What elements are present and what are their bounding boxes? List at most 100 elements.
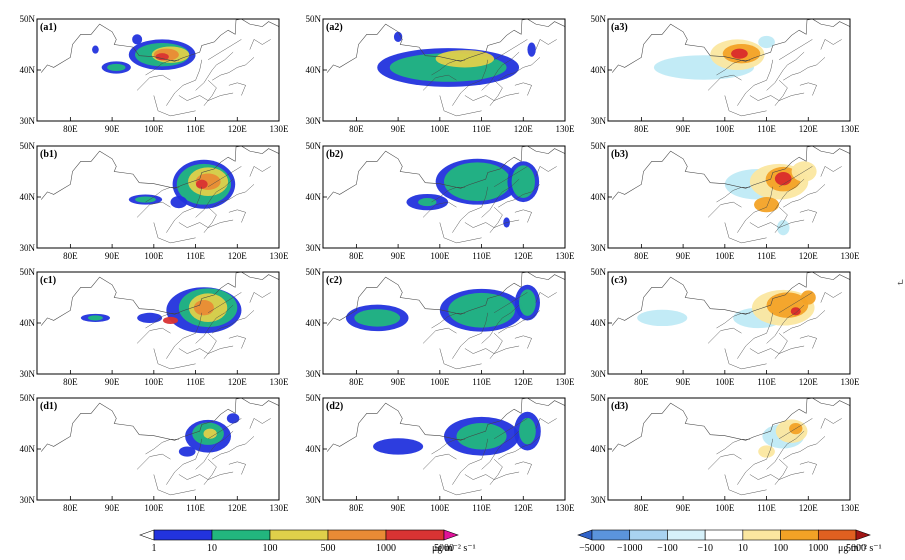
- map-panels-grid: (a1) 80E 90E 100E 110E 120E 130E 30N 40N 50N (a2) 8…: [20, 14, 861, 513]
- map-panel: (a1) 80E 90E 100E 110E 120E 130E 30N 40N 50N: [20, 14, 290, 134]
- y-tick-label: 50N: [591, 267, 607, 277]
- field-layer: [178, 413, 240, 457]
- colorbar-unit: μg m⁻² s⁻¹: [432, 543, 476, 554]
- boundary-lines: [40, 19, 279, 117]
- field-patch: [87, 315, 103, 321]
- x-tick-label: 80E: [63, 503, 78, 513]
- colorbar-label: 5000: [846, 543, 866, 554]
- field-patch: [790, 307, 801, 316]
- x-tick-label: 120E: [228, 124, 248, 134]
- x-tick-label: 100E: [715, 503, 735, 513]
- x-tick-label: 110E: [186, 377, 205, 387]
- y-tick-label: 40N: [20, 65, 36, 75]
- boundary-lines: [326, 272, 565, 370]
- x-tick-label: 120E: [228, 377, 248, 387]
- x-tick-label: 110E: [757, 251, 776, 261]
- x-tick-label: 130E: [270, 503, 290, 513]
- colorbar-label: −100: [657, 543, 678, 554]
- x-tick-label: 130E: [270, 377, 290, 387]
- x-tick-label: 90E: [676, 503, 691, 513]
- x-tick-label: 120E: [514, 251, 534, 261]
- field-layer: [724, 161, 817, 236]
- x-tick-label: 100E: [430, 251, 450, 261]
- colorbar-segment: [742, 529, 781, 541]
- y-tick-label: 40N: [20, 192, 36, 202]
- panel-label: (a2): [326, 22, 343, 33]
- x-tick-label: 130E: [556, 251, 576, 261]
- x-tick-label: 130E: [841, 251, 861, 261]
- x-tick-label: 100E: [430, 377, 450, 387]
- field-patch: [637, 309, 688, 327]
- x-tick-label: 100E: [715, 251, 735, 261]
- colorbar-tip: [139, 529, 155, 541]
- boundary-lines: [40, 398, 279, 496]
- field-patch: [170, 195, 188, 209]
- field-patch: [107, 63, 126, 72]
- colorbar-segment: [153, 529, 213, 541]
- panel-label: (c3): [611, 275, 627, 286]
- boundary-lines: [40, 272, 279, 370]
- colorbar-segment: [591, 529, 631, 541]
- x-tick-label: 110E: [472, 251, 491, 261]
- map-background: [37, 272, 279, 374]
- x-tick-label: 110E: [186, 124, 205, 134]
- x-tick-label: 80E: [634, 503, 649, 513]
- x-tick-label: 80E: [634, 377, 649, 387]
- map-background: [608, 146, 850, 248]
- x-tick-label: 110E: [757, 377, 776, 387]
- field-patch: [519, 417, 536, 445]
- field-patch: [418, 198, 437, 207]
- colorbar-tip: [855, 529, 871, 541]
- x-tick-label: 100E: [144, 251, 164, 261]
- y-tick-label: 50N: [306, 14, 322, 24]
- x-tick-label: 80E: [349, 124, 364, 134]
- field-patch: [435, 50, 495, 68]
- x-tick-label: 120E: [514, 124, 534, 134]
- x-tick-label: 100E: [715, 377, 735, 387]
- colorbar-tip: [443, 529, 459, 541]
- colorbar-segment: [385, 529, 445, 541]
- map-background: [37, 19, 279, 121]
- x-tick-label: 90E: [391, 377, 406, 387]
- colorbar-segment: [667, 529, 706, 541]
- x-tick-label: 110E: [186, 503, 205, 513]
- y-tick-label: 30N: [306, 495, 322, 505]
- colorbar-label: −5000: [579, 543, 605, 554]
- panel-label: (d1): [40, 401, 57, 412]
- x-tick-label: 120E: [228, 251, 248, 261]
- colorbar-label: 100: [263, 543, 278, 554]
- field-patch: [132, 34, 143, 45]
- x-tick-label: 90E: [391, 124, 406, 134]
- x-tick-label: 130E: [270, 251, 290, 261]
- x-tick-label: 120E: [799, 503, 819, 513]
- map-panel: (c2) 80E 90E 100E 110E 120E 130E 30N 40N 50N: [306, 267, 576, 387]
- y-tick-label: 40N: [591, 444, 607, 454]
- y-tick-label: 30N: [591, 116, 607, 126]
- boundary-lines: [611, 398, 850, 496]
- map-panel: (d3) 80E 90E 100E 110E 120E 130E 30N 40N 50N: [591, 393, 861, 513]
- y-tick-label: 30N: [20, 116, 36, 126]
- x-tick-label: 120E: [514, 377, 534, 387]
- y-tick-label: 50N: [591, 141, 607, 151]
- colorbar-segment: [817, 529, 857, 541]
- field-patch: [511, 165, 535, 199]
- field-patch: [203, 428, 217, 439]
- map-panel: (d2) 80E 90E 100E 110E 120E 130E 30N 40N 50N: [306, 393, 576, 513]
- field-layer: [80, 287, 242, 334]
- y-tick-label: 40N: [20, 444, 36, 454]
- colorbar-label: 1000: [376, 543, 396, 554]
- field-layer: [377, 31, 536, 87]
- x-tick-label: 120E: [799, 251, 819, 261]
- y-tick-label: 40N: [591, 65, 607, 75]
- y-tick-label: 50N: [591, 393, 607, 403]
- x-tick-label: 130E: [841, 377, 861, 387]
- field-layer: [345, 284, 540, 332]
- panel-label: (c2): [326, 275, 342, 286]
- field-patch: [354, 309, 401, 327]
- colorbar-segment: [629, 529, 668, 541]
- x-tick-label: 130E: [556, 503, 576, 513]
- colorbar-label: 5000: [434, 543, 454, 554]
- colorbar-segment: [704, 529, 744, 541]
- y-tick-label: 40N: [591, 192, 607, 202]
